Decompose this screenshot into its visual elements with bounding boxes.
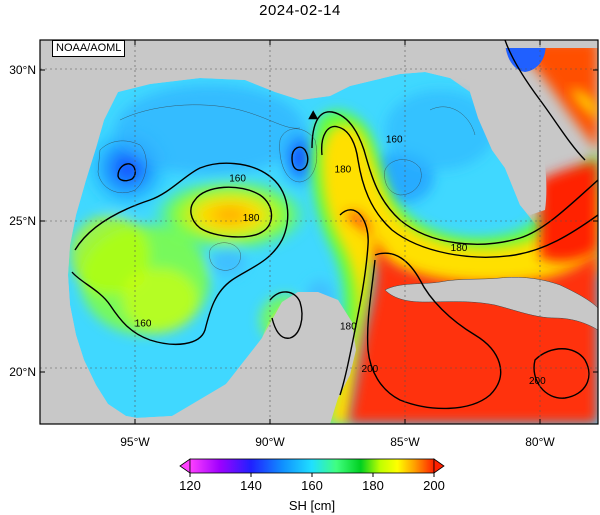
lon-label: 80°W [525, 435, 555, 449]
contour-label: 160 [229, 174, 246, 185]
graticule [40, 40, 598, 424]
contour-label: 200 [362, 364, 379, 375]
colorbar-low-arrow [179, 458, 191, 474]
contour-label: 180 [451, 243, 468, 254]
colorbar-tick-label: 120 [179, 478, 201, 493]
contour-lines [71, 40, 598, 410]
contour-label: 180 [340, 322, 357, 333]
lat-label: 30°N [9, 63, 36, 77]
lat-label: 20°N [9, 365, 36, 379]
contour-label: 180 [243, 213, 260, 224]
contour-label: 160 [386, 134, 403, 145]
colorbar-label: SH [cm] [289, 498, 335, 513]
colorbar-tick-label: 200 [423, 478, 445, 493]
colorbar-tick-label: 140 [240, 478, 262, 493]
lon-label: 95°W [120, 435, 150, 449]
contour-label: 200 [529, 376, 546, 387]
warm-pool [345, 212, 598, 424]
lat-label: 25°N [9, 214, 36, 228]
colorbar-tick-label: 160 [301, 478, 323, 493]
credit-badge: NOAA/AOML [52, 40, 126, 57]
cuba-land [384, 277, 598, 331]
map-frame [39, 39, 599, 425]
lon-label: 90°W [255, 435, 285, 449]
lon-label: 85°W [390, 435, 420, 449]
colorbar: 120 140 160 180 200 SH [cm] [179, 458, 445, 513]
station-marker-icon [308, 110, 319, 120]
contour-label: 160 [135, 319, 152, 330]
contour-label: 180 [335, 165, 352, 176]
map-title: 2024-02-14 [259, 2, 341, 19]
colorbar-tick-label: 180 [362, 478, 384, 493]
colorbar-gradient [189, 458, 435, 474]
yucatan-land [40, 292, 356, 424]
florida-land [470, 50, 547, 215]
colorbar-high-arrow [433, 458, 445, 474]
